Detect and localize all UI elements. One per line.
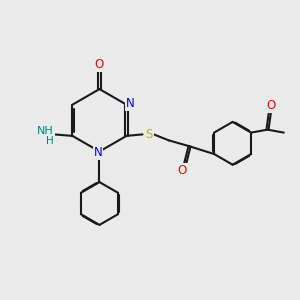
Text: O: O: [95, 58, 104, 71]
Text: O: O: [178, 164, 187, 177]
Text: H: H: [46, 136, 53, 146]
Text: O: O: [267, 99, 276, 112]
Text: N: N: [126, 97, 134, 110]
Text: N: N: [94, 146, 102, 160]
Text: S: S: [146, 128, 153, 141]
Text: NH: NH: [37, 126, 54, 136]
